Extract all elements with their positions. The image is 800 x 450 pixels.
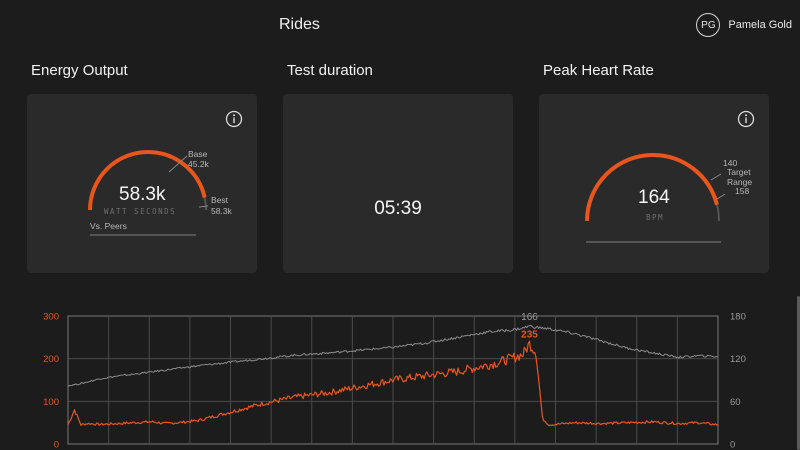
- power-series-line: [67, 340, 719, 427]
- target-range-label-1: Target: [727, 167, 751, 177]
- test-duration-card: 05:39: [283, 94, 513, 273]
- ride-chart[interactable]: 0 0 100 60 200 120 300 180 235 166: [0, 300, 800, 450]
- peak-heart-rate-card: 140 Target Range 158 164 BPM: [539, 94, 769, 273]
- user-name[interactable]: Pamela Gold: [728, 19, 792, 31]
- right-axis-tick: 180: [730, 312, 746, 323]
- heart-rate-value: 164: [638, 187, 670, 208]
- base-label: Base: [188, 149, 208, 159]
- best-value: 58.3k: [211, 206, 232, 216]
- best-label: Best: [211, 195, 229, 205]
- user-menu[interactable]: PG Pamela Gold: [696, 13, 792, 37]
- heart_rate-series-line: [67, 324, 719, 387]
- info-icon[interactable]: [737, 110, 755, 128]
- heart-rate-gauge: [585, 153, 726, 243]
- heart_rate-peak-label: 166: [521, 312, 538, 323]
- page-title: Rides: [279, 16, 320, 33]
- heart-rate-unit: BPM: [646, 213, 665, 222]
- right-axis-tick: 120: [730, 354, 746, 365]
- left-axis-tick: 300: [43, 312, 59, 323]
- left-axis-tick: 200: [43, 354, 59, 365]
- energy-output-title: Energy Output: [31, 62, 128, 79]
- target-range-low: 140: [723, 158, 738, 168]
- right-axis-tick: 0: [730, 440, 735, 450]
- vs-peers-label: Vs. Peers: [90, 221, 127, 231]
- target-range-label-2: Range: [727, 177, 753, 187]
- energy-gauge: [88, 150, 209, 236]
- avatar[interactable]: PG: [696, 13, 721, 37]
- energy-value: 58.3k: [119, 184, 166, 205]
- right-axis-tick: 60: [730, 397, 741, 408]
- peak-heart-rate-title: Peak Heart Rate: [543, 62, 654, 79]
- scrollbar[interactable]: [797, 296, 800, 450]
- target-range-high: 158: [735, 186, 750, 196]
- energy-output-card: Base 45.2k Best 58.3k 58.3k WATT SECONDS…: [27, 94, 257, 273]
- energy-unit: WATT SECONDS: [104, 207, 177, 216]
- left-axis-tick: 100: [43, 397, 59, 408]
- duration-value: 05:39: [374, 198, 422, 219]
- left-axis-tick: 0: [54, 440, 59, 450]
- test-duration-title: Test duration: [287, 62, 373, 79]
- power-peak-label: 235: [521, 330, 538, 341]
- info-icon[interactable]: [225, 110, 243, 128]
- base-value: 45.2k: [188, 159, 209, 169]
